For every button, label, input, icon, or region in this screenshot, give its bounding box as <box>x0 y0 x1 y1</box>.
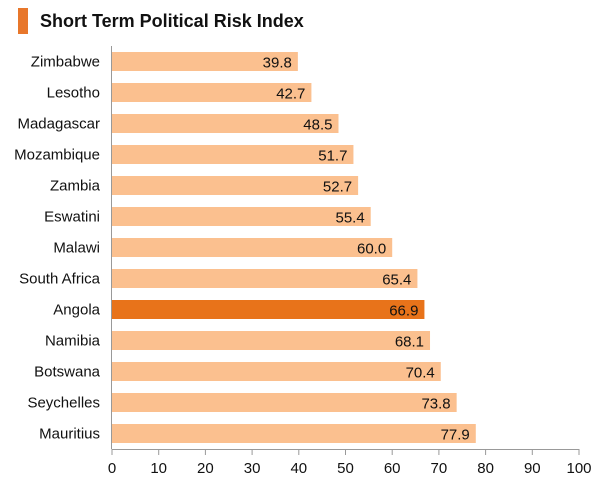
bar <box>112 331 431 350</box>
category-label: Lesotho <box>47 85 100 102</box>
category-label: Malawi <box>53 240 100 257</box>
bar <box>112 269 418 288</box>
bar <box>112 238 393 257</box>
data-label: 60.0 <box>357 241 386 258</box>
chart-title-block: Short Term Political Risk Index <box>18 8 304 34</box>
bar <box>112 207 371 226</box>
data-label: 51.7 <box>318 148 347 165</box>
category-label: Seychelles <box>27 395 100 412</box>
data-label: 70.4 <box>406 365 435 382</box>
bar <box>112 393 457 412</box>
title-accent-bar <box>18 8 28 34</box>
category-label: Zambia <box>50 178 101 195</box>
data-label: 68.1 <box>395 334 424 351</box>
x-tick-label: 0 <box>108 460 116 477</box>
bar <box>112 145 354 164</box>
bar <box>112 300 425 319</box>
x-tick-label: 90 <box>524 460 541 477</box>
category-label: Eswatini <box>44 209 100 226</box>
x-tick-label: 10 <box>150 460 167 477</box>
category-label: Mozambique <box>14 147 100 164</box>
bar <box>112 83 312 102</box>
bar <box>112 52 298 71</box>
bar <box>112 424 476 443</box>
x-tick-label: 30 <box>244 460 261 477</box>
x-tick-label: 50 <box>337 460 354 477</box>
data-label: 39.8 <box>263 55 292 72</box>
x-tick-label: 80 <box>477 460 494 477</box>
bar <box>112 362 441 381</box>
data-label: 66.9 <box>389 303 418 320</box>
category-label: Botswana <box>34 364 101 381</box>
x-tick-label: 70 <box>431 460 448 477</box>
data-label: 65.4 <box>382 272 411 289</box>
x-tick-label: 100 <box>566 460 591 477</box>
data-label: 48.5 <box>303 117 332 134</box>
category-label: Angola <box>53 302 100 319</box>
x-tick-label: 40 <box>290 460 307 477</box>
data-label: 52.7 <box>323 179 352 196</box>
data-label: 77.9 <box>441 427 470 444</box>
data-label: 55.4 <box>336 210 365 227</box>
category-label: South Africa <box>19 271 101 288</box>
x-tick-label: 60 <box>384 460 401 477</box>
category-label: Zimbabwe <box>31 54 100 71</box>
bar <box>112 176 359 195</box>
category-label: Namibia <box>45 333 101 350</box>
category-label: Mauritius <box>39 426 100 443</box>
data-label: 73.8 <box>421 396 450 413</box>
x-tick-label: 20 <box>197 460 214 477</box>
data-label: 42.7 <box>276 86 305 103</box>
bar <box>112 114 339 133</box>
chart-title: Short Term Political Risk Index <box>40 10 304 31</box>
category-label: Madagascar <box>17 116 100 133</box>
